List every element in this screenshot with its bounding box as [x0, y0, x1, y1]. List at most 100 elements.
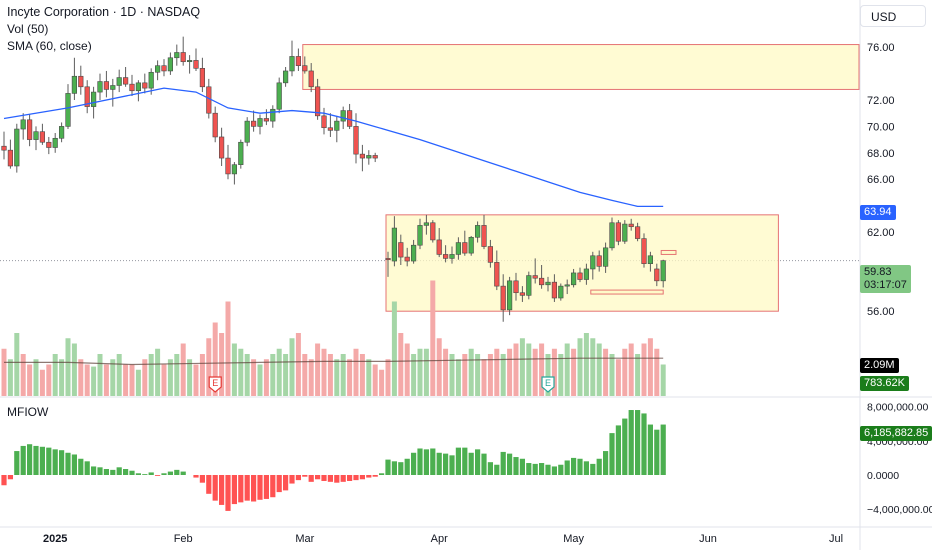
- mfi-bar-negative: [1, 475, 7, 486]
- candle: [231, 162, 238, 185]
- mfi-value-tag: 6,185,882.85: [860, 426, 932, 441]
- volume-bar: [359, 354, 365, 396]
- candle: [58, 122, 65, 143]
- mfi-bar-positive: [494, 464, 500, 475]
- candle-up: [289, 56, 295, 72]
- mfi-bar-negative: [359, 475, 365, 480]
- candle-down: [46, 141, 52, 148]
- mfi-bar-positive: [507, 453, 513, 475]
- mfi-bar-negative: [347, 475, 353, 481]
- mfi-bar-positive: [430, 448, 436, 475]
- time-tick-label: Mar: [295, 533, 314, 545]
- candle: [52, 133, 58, 153]
- candle-up: [148, 71, 154, 89]
- mfi-bar-negative: [315, 475, 321, 480]
- candle: [487, 239, 494, 268]
- candle-down: [398, 242, 404, 258]
- mfi-bar-positive: [148, 472, 154, 475]
- candle: [449, 246, 455, 264]
- volume-bar: [603, 348, 609, 396]
- candle: [410, 239, 417, 264]
- mfi-bar-negative: [193, 475, 199, 478]
- volume-bar: [411, 354, 417, 396]
- candle-up: [58, 126, 65, 139]
- volume-bar: [571, 348, 577, 396]
- candle-down: [142, 82, 148, 89]
- mfi-bar-negative: [212, 475, 218, 501]
- candle-down: [26, 119, 33, 140]
- candle: [398, 234, 404, 265]
- volume-bar: [385, 359, 391, 396]
- volume-bar: [615, 359, 621, 396]
- sma-polyline: [3, 87, 664, 208]
- mfi-bar-negative: [283, 475, 289, 491]
- mfi-bar-negative: [321, 475, 327, 481]
- candle: [506, 276, 513, 316]
- candle-up: [410, 244, 417, 262]
- earnings-marker: E: [541, 376, 555, 393]
- candle-up: [590, 255, 596, 270]
- volume-bar: [596, 343, 602, 396]
- mfi-bars: [1, 410, 666, 511]
- volume-bar: [212, 322, 218, 396]
- time-tick-label: 2025: [43, 533, 67, 545]
- legend-sma[interactable]: SMA (60, close): [7, 39, 92, 53]
- mfi-bar-negative: [366, 475, 372, 478]
- mfi-bar-positive: [71, 454, 77, 475]
- volume-bar: [263, 359, 269, 396]
- candle: [602, 242, 609, 273]
- candle-down: [634, 226, 641, 239]
- candle-up: [187, 60, 193, 63]
- volume-bar: [340, 354, 346, 396]
- volume-bar: [225, 301, 231, 396]
- candle-up: [231, 164, 238, 175]
- volume-bar: [257, 364, 263, 396]
- candle: [436, 228, 442, 258]
- mfi-bar-positive: [519, 458, 525, 475]
- candle: [103, 70, 109, 98]
- mfi-indicator-label[interactable]: MFIOW: [7, 405, 49, 419]
- volume-bar: [334, 359, 340, 396]
- mfi-bar-negative: [327, 475, 333, 482]
- candle-down: [219, 136, 225, 159]
- volume-bar: [398, 333, 404, 396]
- candle: [622, 220, 628, 244]
- candle: [526, 271, 532, 300]
- candle-up: [52, 137, 58, 148]
- candle-up: [257, 118, 263, 127]
- candle: [282, 67, 289, 87]
- candle-up: [110, 85, 116, 90]
- volume-bar: [193, 364, 199, 396]
- earnings-marker-label: E: [545, 378, 551, 388]
- price-tick-label: 68.00: [867, 148, 895, 160]
- volume-bar: [187, 359, 193, 396]
- sma-line: [3, 87, 664, 208]
- candle-down: [39, 131, 45, 143]
- volume-bar: [500, 354, 506, 396]
- candle-up: [340, 110, 346, 122]
- candle-down: [513, 280, 519, 294]
- candle-down: [321, 115, 327, 129]
- volume-bar: [353, 348, 359, 396]
- candle: [391, 216, 398, 267]
- mfi-bar-positive: [39, 446, 45, 475]
- mfi-bar-positive: [545, 464, 551, 475]
- mfi-bar-positive: [91, 466, 97, 475]
- volume-bar: [455, 359, 461, 396]
- legend-title[interactable]: Incyte Corporation · 1D · NASDAQ: [7, 5, 201, 19]
- candle-up: [97, 81, 103, 93]
- mfi-bar-positive: [20, 445, 26, 475]
- legend-volume[interactable]: Vol (50): [7, 22, 49, 36]
- earnings-marker-label: E: [212, 378, 218, 388]
- candle: [219, 127, 225, 166]
- candle-up: [647, 255, 653, 264]
- volume-bar: [558, 354, 564, 396]
- candle: [180, 36, 186, 66]
- currency-button[interactable]: USD: [860, 5, 926, 27]
- candle-up: [155, 65, 161, 73]
- mfi-bar-positive: [500, 451, 506, 475]
- volume-bar: [97, 354, 103, 396]
- mfi-bar-positive: [590, 463, 596, 475]
